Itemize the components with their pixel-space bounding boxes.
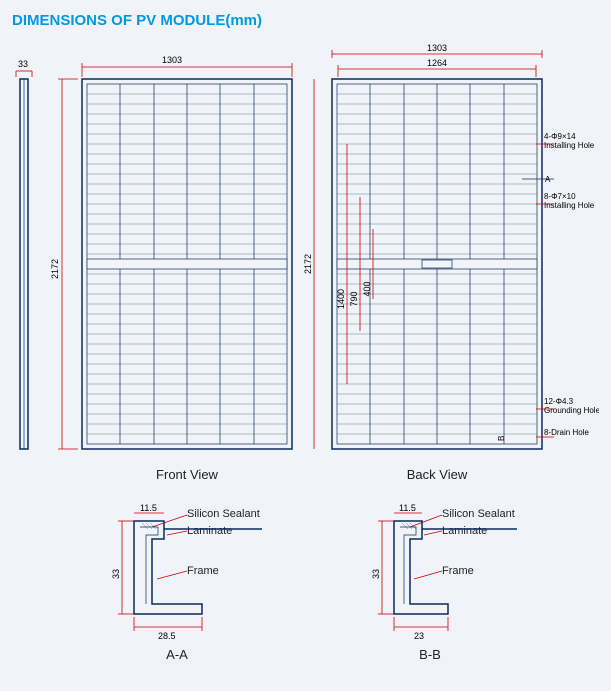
bb-sealant-label: Silicon Sealant: [442, 508, 515, 520]
aa-33: 33: [111, 569, 121, 579]
aa-frame-label: Frame: [187, 565, 219, 577]
diagram-title: DIMENSIONS OF PV MODULE(mm): [12, 12, 599, 29]
callout-install-a-1: 4-Φ9×14: [544, 132, 576, 141]
callout-install-b-1: 8-Φ7×10: [544, 192, 576, 201]
aa-28-5: 28.5: [158, 631, 176, 641]
callout-install-a-2: Installing Hole: [544, 141, 595, 150]
section-a-label: A: [545, 175, 551, 184]
side-thickness-dim: 33: [18, 59, 28, 69]
callout-ground-1: 12-Φ4.3: [544, 397, 574, 406]
side-profile: 33: [16, 59, 32, 449]
bb-frame-label: Frame: [442, 565, 474, 577]
section-aa: Silicon Sealant Laminate Frame 11.5 33 2…: [111, 503, 262, 662]
aa-laminate-label: Laminate: [187, 525, 232, 537]
aa-label: A-A: [166, 647, 188, 662]
dim-1400: 1400: [336, 289, 346, 309]
aa-11-5: 11.5: [140, 503, 157, 513]
bb-laminate-label: Laminate: [442, 525, 487, 537]
front-width-dim: 1303: [162, 55, 182, 65]
front-height-dim: 2172: [50, 259, 60, 279]
back-inner-width-dim: 1264: [427, 58, 447, 68]
bb-11-5: 11.5: [399, 503, 416, 513]
bb-33: 33: [371, 569, 381, 579]
back-height-dim: 2172: [303, 254, 313, 274]
front-view: 1303 2172: [50, 55, 292, 482]
callout-install-b-2: Installing Hole: [544, 201, 595, 210]
aa-sealant-label: Silicon Sealant: [187, 508, 260, 520]
pv-module-diagram: 33 1303 2172: [12, 39, 599, 679]
section-bb: Silicon Sealant Laminate Frame 11.5 33 2…: [371, 503, 517, 662]
callout-ground-2: Grounding Hole: [544, 406, 599, 415]
dim-790: 790: [349, 291, 359, 306]
bb-23: 23: [414, 631, 424, 641]
dim-400: 400: [362, 281, 372, 296]
bb-label: B-B: [419, 647, 441, 662]
callout-drain: 8-Drain Hole: [544, 428, 589, 437]
back-view: 1303 1264: [303, 43, 599, 482]
back-width-dim: 1303: [427, 43, 447, 53]
front-view-label: Front View: [156, 467, 219, 482]
back-view-label: Back View: [407, 467, 468, 482]
section-b-label: B: [497, 436, 506, 441]
front-cells: [87, 84, 287, 444]
